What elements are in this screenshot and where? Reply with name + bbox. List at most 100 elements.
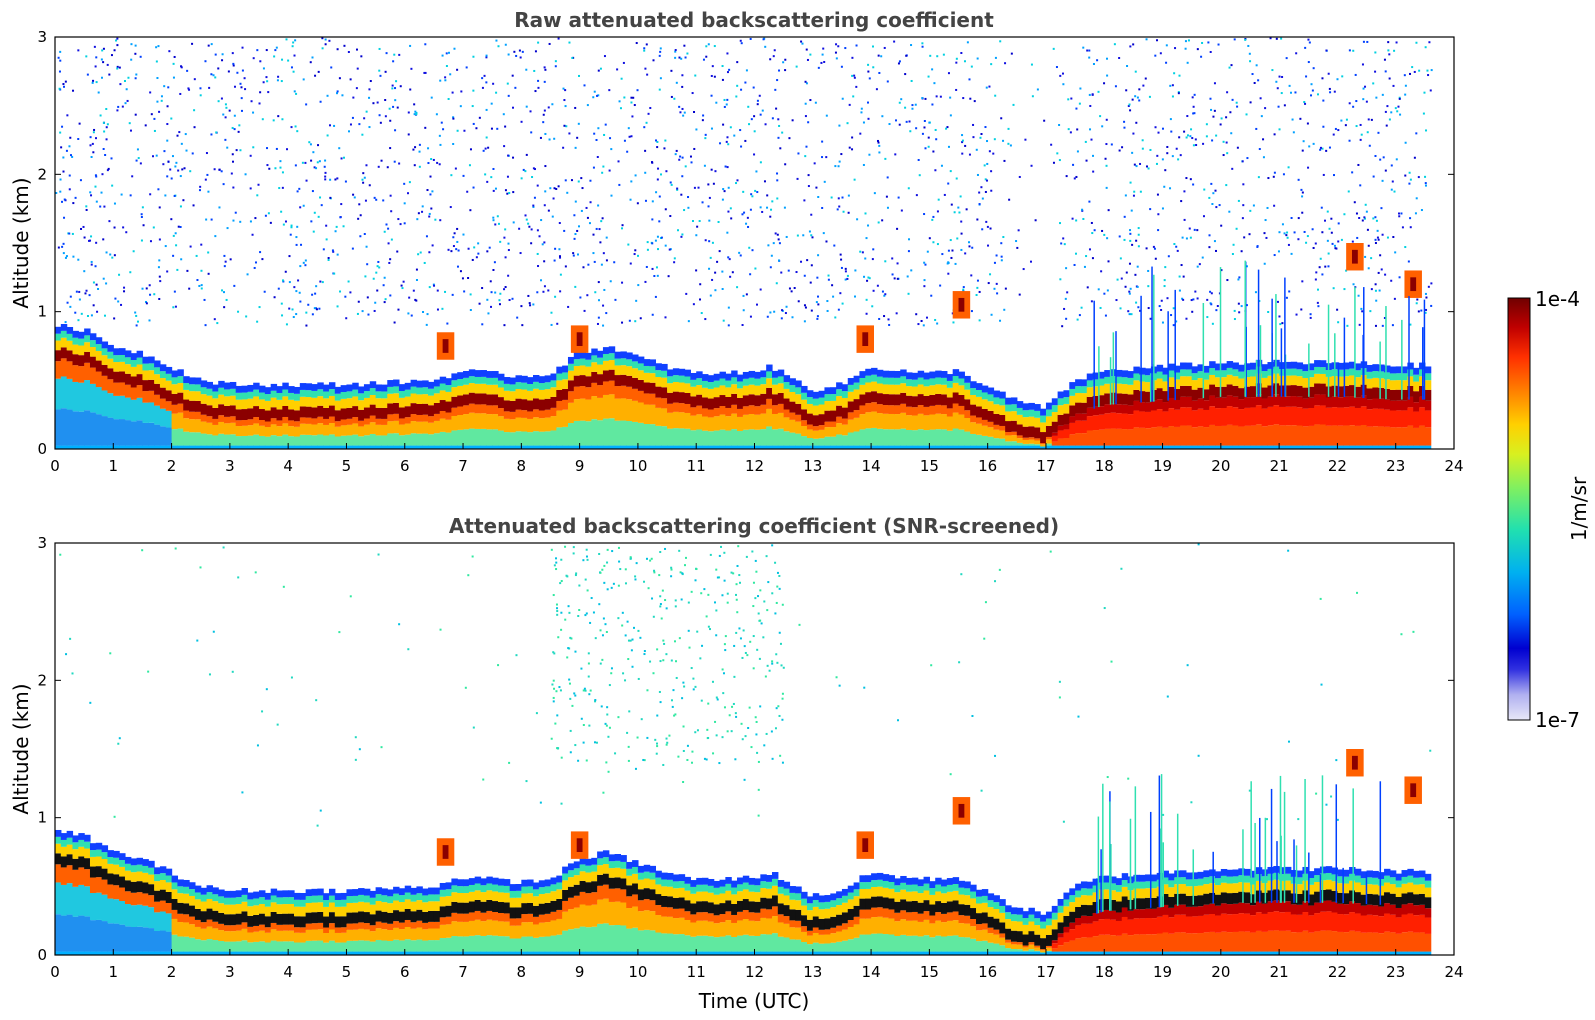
noise-pixel (1069, 131, 1072, 134)
backscatter-band (707, 431, 715, 446)
noise-pixel (880, 55, 883, 58)
backscatter-band (1378, 398, 1385, 409)
noise-pixel (1245, 265, 1248, 268)
backscatter-band (1005, 435, 1012, 442)
backscatter-band (742, 429, 750, 446)
backscatter-band (1378, 387, 1385, 399)
backscatter-band (981, 399, 989, 409)
backscatter-band (1419, 445, 1426, 449)
backscatter-band (1203, 379, 1210, 390)
noise-pixel (928, 237, 931, 240)
backscatter-band (352, 389, 359, 397)
noise-pixel (674, 640, 677, 643)
backscatter-band (696, 371, 703, 379)
noise-pixel (741, 738, 744, 741)
time-column (981, 385, 989, 449)
backscatter-band (124, 357, 132, 365)
noise-pixel (309, 143, 312, 146)
noise-pixel (1081, 209, 1084, 212)
noise-pixel (338, 147, 341, 150)
noise-pixel (703, 757, 706, 760)
backscatter-band (550, 387, 557, 397)
backscatter-band (393, 402, 400, 414)
noise-pixel (281, 186, 284, 189)
noise-pixel (105, 251, 108, 254)
backscatter-band (1354, 407, 1362, 426)
noise-pixel (834, 165, 837, 168)
backscatter-band (719, 406, 726, 415)
backscatter-band (1005, 411, 1012, 422)
backscatter-band (941, 394, 948, 406)
backscatter-band (189, 411, 196, 420)
time-column (911, 372, 919, 449)
noise-pixel (1301, 211, 1304, 214)
noise-pixel (265, 76, 268, 79)
noise-pixel (162, 163, 165, 166)
backscatter-band (1075, 433, 1082, 446)
backscatter-band (1057, 398, 1065, 406)
noise-pixel (1134, 273, 1137, 276)
backscatter-band (299, 389, 307, 397)
backscatter-band (130, 421, 138, 446)
noise-pixel (1043, 119, 1046, 122)
noise-pixel (173, 290, 176, 293)
noise-pixel (1242, 204, 1245, 207)
noise-pixel (532, 205, 535, 208)
noise-pixel (397, 308, 400, 311)
backscatter-band (1092, 386, 1100, 396)
noise-pixel (1297, 238, 1300, 241)
time-column (148, 356, 155, 449)
noise-pixel (1147, 269, 1150, 272)
noise-pixel (765, 555, 768, 558)
noise-pixel (875, 88, 878, 91)
backscatter-band (1220, 363, 1228, 371)
backscatter-band (224, 434, 231, 446)
time-column (72, 330, 79, 449)
noise-pixel (542, 113, 545, 116)
backscatter-band (119, 348, 126, 355)
noise-pixel (494, 291, 497, 294)
backscatter-band (311, 424, 318, 436)
backscatter-band (1051, 445, 1059, 449)
noise-pixel (605, 724, 608, 727)
noise-pixel (1377, 271, 1380, 274)
noise-pixel (1236, 146, 1239, 149)
noise-pixel (105, 126, 108, 129)
noise-pixel (1012, 103, 1015, 106)
backscatter-band (579, 386, 587, 399)
backscatter-band (1180, 445, 1187, 449)
backscatter-band (136, 397, 144, 421)
noise-pixel (564, 89, 567, 92)
noise-pixel (69, 136, 72, 139)
noise-pixel (1161, 207, 1164, 210)
noise-pixel (1128, 313, 1131, 316)
noise-pixel (72, 89, 75, 92)
noise-pixel (1374, 216, 1377, 219)
backscatter-band (1180, 396, 1187, 408)
noise-pixel (924, 147, 927, 150)
backscatter-band (1174, 409, 1181, 427)
backscatter-band (165, 401, 173, 411)
noise-pixel (60, 146, 63, 149)
noise-pixel (1090, 221, 1093, 224)
noise-pixel (572, 252, 575, 255)
noise-pixel (392, 60, 395, 63)
noise-pixel (225, 298, 228, 301)
noise-pixel (296, 190, 299, 193)
backscatter-band (1145, 391, 1152, 403)
noise-pixel (378, 47, 381, 50)
backscatter-band (299, 434, 307, 446)
noise-pixel (871, 45, 874, 48)
noise-pixel (95, 200, 98, 203)
noise-pixel (704, 133, 707, 136)
backscatter-band (84, 335, 91, 343)
noise-pixel (261, 118, 264, 121)
noise-pixel (985, 86, 988, 89)
backscatter-band (165, 445, 173, 449)
noise-pixel (1348, 49, 1351, 52)
backscatter-band (527, 445, 534, 449)
noise-pixel (1007, 127, 1010, 130)
backscatter-band (1057, 414, 1065, 426)
backscatter-band (801, 426, 808, 437)
noise-pixel (998, 568, 1001, 571)
